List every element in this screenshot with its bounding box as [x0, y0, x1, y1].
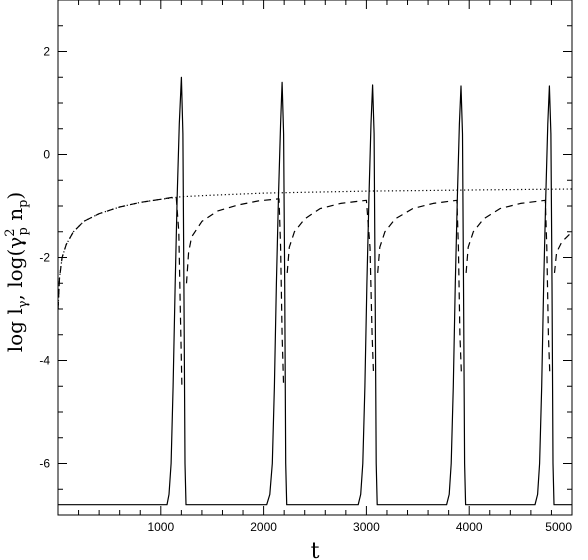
y-axis-title-prefix: log l	[3, 308, 27, 352]
series-line-dashed	[286, 199, 375, 376]
x-tick-label: 3000	[353, 520, 380, 534]
y-axis-title: log lγ, log(γ2p np)	[3, 192, 31, 353]
x-tick-label: 4000	[456, 520, 483, 534]
series-layer	[57, 76, 573, 506]
x-tick-label: 5000	[545, 520, 572, 534]
tick-labels: 1000 2000 3000 4000 5000 -6 -4 -2 0 2	[39, 45, 572, 535]
y-axis-title-sub2: p	[16, 227, 31, 235]
series-line-solid	[58, 76, 572, 506]
y-tick-label: 0	[43, 148, 50, 162]
series-line-dotted	[57, 188, 573, 310]
axis-ticks	[58, 0, 572, 515]
series-line-dashed	[377, 199, 463, 376]
y-tick-label: -6	[39, 457, 50, 471]
series-line-dashed	[553, 231, 573, 273]
y-tick-label: 2	[43, 45, 50, 59]
y-axis-title-mid: , log(γ	[3, 237, 27, 301]
y-tick-label: -4	[39, 354, 50, 368]
series-line-dashed	[57, 196, 183, 387]
series-line-dashed	[465, 199, 551, 376]
svg-text:log lγ, log(γ2p np): log lγ, log(γ2p np)	[3, 192, 31, 353]
x-tick-label: 2000	[250, 520, 277, 534]
y-axis-title-sub1: γ	[16, 300, 31, 308]
y-axis-title-sup: 2	[3, 228, 18, 236]
plot-frame	[57, 0, 573, 516]
series-line-dashed	[185, 198, 285, 387]
y-axis-title-close: )	[3, 192, 27, 200]
y-axis-title-sub3: p	[16, 200, 31, 208]
y-axis-title-tail: n	[3, 208, 27, 227]
y-tick-label: -2	[39, 251, 50, 265]
x-axis-title: t	[311, 539, 320, 560]
x-tick-label: 1000	[147, 520, 174, 534]
